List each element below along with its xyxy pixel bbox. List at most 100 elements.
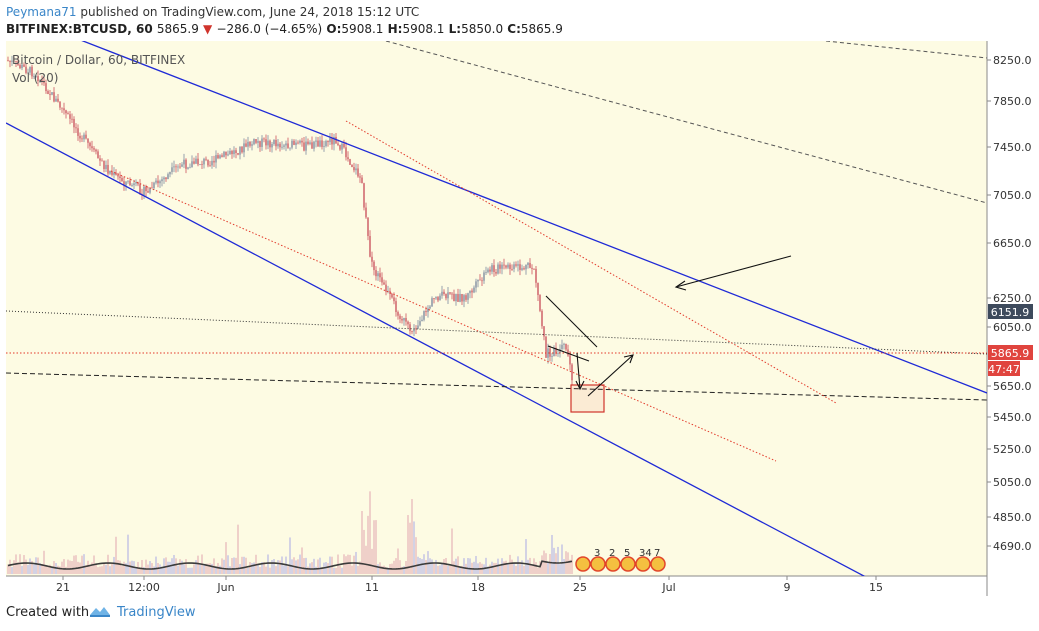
volume-bar [475,555,477,574]
candle-body [467,293,469,300]
volume-bar [97,567,99,574]
volume-bar [549,554,551,574]
candle-body [361,177,363,184]
volume-bar [193,564,195,574]
event-flag-icon[interactable] [605,556,621,572]
close-value: 5865.9 [520,22,563,36]
candle-body [297,142,299,144]
volume-bars [7,491,573,574]
candle-body [525,265,527,270]
breakout-arrow[interactable] [675,255,792,288]
candle-body [255,139,257,143]
chart-area[interactable]: Bitcoin / Dollar, 60, BITFINEX Vol (20) … [6,41,1035,596]
volume-bar [491,561,493,574]
candle-body [323,146,325,147]
volume-bar [49,564,51,574]
channel-upper-line[interactable] [6,41,987,394]
candle-body [395,301,397,313]
up-path-arrow[interactable] [587,354,634,397]
volume-bar [59,566,61,574]
candle-body [449,292,451,294]
candle-body [469,290,471,294]
candle-body [131,185,133,186]
wedge-bottom-line[interactable] [547,345,590,362]
volume-bar [247,567,249,574]
candle-body [237,152,239,155]
event-flag-icon[interactable] [635,556,651,572]
candle-body [79,135,81,139]
outer-dashed-line[interactable] [385,41,987,204]
candle-body [491,265,493,272]
volume-bar [115,536,117,574]
candle-body [261,138,263,147]
volume-bar [361,510,363,574]
price-chart[interactable]: Bitcoin / Dollar, 60, BITFINEX Vol (20) … [6,41,1035,596]
volume-bar [99,566,101,574]
candle-body [223,151,225,157]
price-tick-label: 8250.0 [993,54,1032,67]
volume-bar [473,561,475,574]
volume-bar [89,564,91,574]
tradingview-brand-link[interactable]: TradingView [117,605,196,620]
volume-bar [257,564,259,574]
candle-body [531,267,533,269]
low-value: 5850.0 [461,22,504,36]
candle-body [257,141,259,143]
candle-body [295,142,297,145]
volume-bar [245,557,247,574]
volume-bar [39,562,41,574]
volume-bar [119,560,121,574]
event-flag-icon[interactable] [590,556,606,572]
candle-body [147,191,149,193]
event-flag-icon[interactable] [575,556,591,572]
down-path-arrow[interactable] [576,352,581,390]
volume-bar [221,558,223,574]
volume-bar [357,565,359,574]
volume-bar [339,565,341,574]
candle-body [447,292,449,299]
candle-body [73,119,75,128]
close-label: C: [507,22,521,36]
event-markers[interactable]: 3 2 5 34 7 [575,548,666,572]
wedge-top-line[interactable] [545,295,598,348]
volume-bar [307,566,309,574]
candle-body [43,80,45,84]
candle-body [345,147,347,158]
volume-bar [527,559,529,574]
volume-bar [293,557,295,574]
time-tick-label: Jul [661,581,675,594]
candle-body [443,291,445,294]
volume-bar [71,561,73,574]
series-legend: Bitcoin / Dollar, 60, BITFINEX [12,53,185,67]
candle-body [245,143,247,147]
candle-body [557,353,559,354]
outer-dashed-line-2[interactable] [825,41,987,59]
volume-bar [513,562,515,574]
target-zone-box[interactable] [570,384,605,413]
volume-bar [179,559,181,574]
volume-bar [545,553,547,574]
volume-bar [553,547,555,574]
candle-body [127,180,129,182]
candle-body [413,328,415,332]
channel-lower-line[interactable] [6,122,987,596]
candle-body [165,177,167,180]
volume-bar [61,561,63,574]
time-tick-label: 9 [784,581,791,594]
candle-body [185,159,187,169]
publish-text: published on TradingView.com, June 24, 2… [76,5,420,19]
volume-bar [399,560,401,574]
candle-body [325,141,327,147]
event-count-label: 5 [624,548,630,559]
candle-body [391,293,393,298]
event-flag-icon[interactable] [620,556,636,572]
event-flag-icon[interactable] [650,556,666,572]
candle-body [199,164,201,165]
volume-bar [503,561,505,574]
tradingview-logo-icon[interactable] [88,603,112,619]
candle-body [541,310,543,327]
volume-bar [525,539,527,574]
author-link[interactable]: Peymana71 [6,5,77,19]
candle-body [143,186,145,196]
volume-bar [407,515,409,574]
